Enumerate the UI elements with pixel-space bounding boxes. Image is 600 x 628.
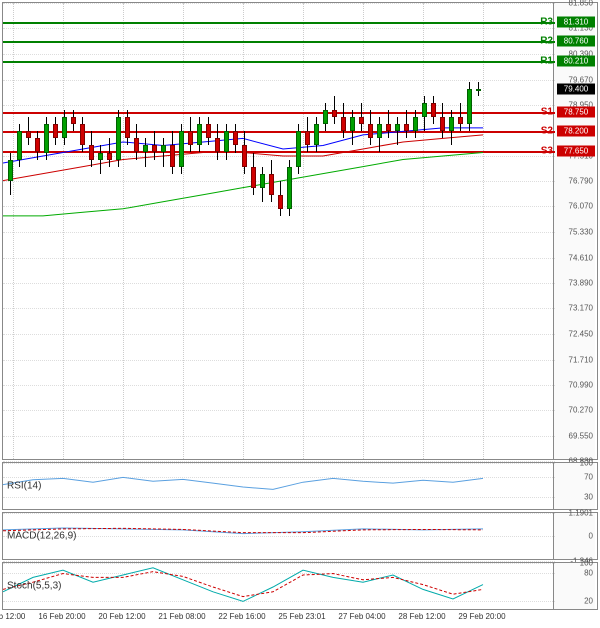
current-price-tag: 79.400 xyxy=(557,84,595,95)
sr-line-r2 xyxy=(3,41,555,43)
time-x-axis: b 12:00 16 Feb 20:00 20 Feb 12:00 21 Feb 08… xyxy=(2,612,598,626)
sr-tag-r3: 81.310 xyxy=(557,16,595,27)
sr-label-r1: R1 xyxy=(540,55,553,66)
sr-label-s1: S1 xyxy=(541,107,553,118)
macd-panel[interactable]: MACD(12,26,9) -1.34601.1901 xyxy=(2,512,598,560)
x-tick: 22 Feb 16:00 xyxy=(218,612,265,621)
rsi-label: RSI(14) xyxy=(7,481,41,492)
stoch-panel[interactable]: Stoch(5,5,3) 2080100 xyxy=(2,562,598,610)
x-tick: 16 Feb 20:00 xyxy=(38,612,85,621)
macd-y-axis: -1.34601.1901 xyxy=(553,513,595,559)
x-tick: 27 Feb 04:00 xyxy=(338,612,385,621)
sr-label-r2: R2 xyxy=(540,36,553,47)
sr-line-s3 xyxy=(3,151,555,153)
x-tick: 21 Feb 08:00 xyxy=(158,612,205,621)
sr-line-s2 xyxy=(3,131,555,133)
stoch-y-axis: 2080100 xyxy=(553,563,595,609)
sr-tag-s3: 77.650 xyxy=(557,145,595,156)
sr-tag-r2: 80.760 xyxy=(557,36,595,47)
main-price-chart[interactable]: 68.83069.55070.27070.99071.71072.45073.1… xyxy=(2,2,598,460)
sr-line-r3 xyxy=(3,22,555,24)
rsi-panel[interactable]: RSI(14) 3070100 xyxy=(2,462,598,510)
sr-tag-s2: 78.200 xyxy=(557,126,595,137)
x-tick: 29 Feb 20:00 xyxy=(458,612,505,621)
sr-line-s1 xyxy=(3,112,555,114)
x-tick: 20 Feb 12:00 xyxy=(98,612,145,621)
macd-label: MACD(12,26,9) xyxy=(7,531,76,542)
price-y-axis: 68.83069.55070.27070.99071.71072.45073.1… xyxy=(553,3,595,459)
sr-label-s3: S3 xyxy=(541,145,553,156)
sr-line-r1 xyxy=(3,61,555,63)
x-tick: 25 Feb 23:01 xyxy=(278,612,325,621)
rsi-y-axis: 3070100 xyxy=(553,463,595,509)
x-tick: b 12:00 xyxy=(0,612,25,621)
x-tick: 28 Feb 12:00 xyxy=(398,612,445,621)
sr-tag-s1: 78.750 xyxy=(557,107,595,118)
stoch-label: Stoch(5,5,3) xyxy=(7,581,61,592)
sr-tag-r1: 80.210 xyxy=(557,55,595,66)
sr-label-s2: S2 xyxy=(541,126,553,137)
sr-label-r3: R3 xyxy=(540,16,553,27)
